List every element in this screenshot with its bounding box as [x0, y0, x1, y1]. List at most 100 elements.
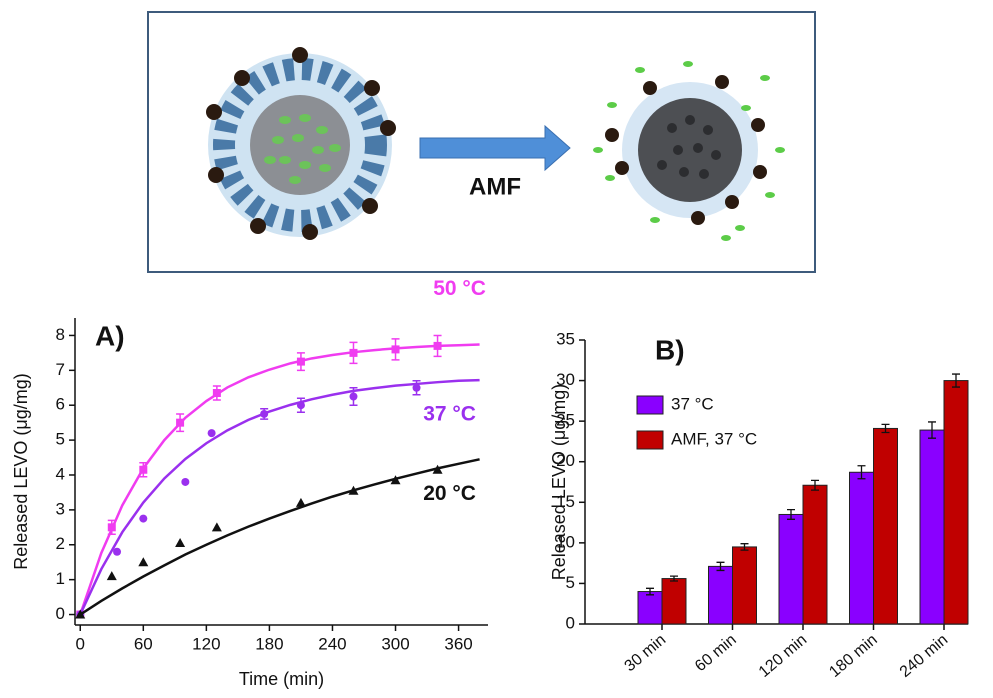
x-tick-label: 360 — [444, 634, 472, 653]
marker — [348, 485, 359, 495]
pores — [657, 115, 721, 179]
marker — [106, 571, 117, 581]
legend-swatch — [636, 395, 664, 415]
x-tick-label: 240 — [318, 634, 346, 653]
error-bar — [928, 421, 936, 439]
bar — [708, 565, 733, 625]
y-tick-label: 30 — [556, 370, 575, 389]
panel-label: A) — [95, 320, 125, 351]
y-tick-label: 5 — [56, 430, 65, 449]
x-tick-label: 0 — [76, 634, 85, 653]
polymer — [213, 58, 387, 232]
x-tick-label: 300 — [381, 634, 409, 653]
marker — [349, 348, 358, 357]
y-tick-label: 3 — [56, 499, 65, 518]
marker — [211, 522, 222, 532]
marker — [212, 389, 221, 398]
y-tick-label: 8 — [56, 325, 65, 344]
error-bar — [716, 561, 725, 572]
arrow-label: AMF — [469, 173, 521, 200]
legend-swatch — [636, 430, 664, 450]
drug — [264, 114, 341, 184]
marker — [349, 392, 358, 401]
marker — [296, 401, 305, 410]
error-bar — [811, 479, 819, 491]
nanoparticles — [206, 47, 396, 240]
y-tick-label: 5 — [566, 573, 575, 592]
marker — [432, 464, 443, 474]
fit-curve — [79, 378, 480, 616]
y-tick-label: 0 — [566, 613, 575, 632]
marker — [113, 547, 122, 556]
x-axis-title: Time (min) — [239, 669, 324, 689]
bar — [778, 513, 804, 625]
y-tick-label: 1 — [56, 569, 65, 588]
fit-curve — [79, 343, 480, 615]
legend-label: AMF, 37 °C — [671, 429, 757, 448]
x-tick-label: 30 min — [622, 631, 670, 675]
error-bar — [857, 465, 866, 480]
marker — [176, 418, 185, 427]
bar — [802, 484, 828, 625]
x-tick-label: 60 — [134, 634, 153, 653]
fit-curve — [79, 458, 480, 616]
series-label: 20 °C — [423, 482, 476, 505]
x-tick-label: 60 min — [692, 631, 740, 675]
marker — [296, 357, 305, 366]
marker — [260, 409, 269, 418]
bar — [919, 429, 945, 625]
series-label: 50 °C — [433, 277, 486, 300]
y-tick-label: 35 — [556, 329, 575, 348]
marker — [107, 523, 116, 532]
y-tick-label: 0 — [56, 604, 65, 623]
marker — [181, 477, 190, 486]
marker — [138, 557, 149, 567]
diagram: AMF — [147, 11, 816, 273]
error-bar — [670, 575, 678, 582]
marker — [75, 609, 86, 619]
y-tick-label: 25 — [556, 411, 575, 430]
error-bar — [740, 543, 749, 551]
y-tick-label: 20 — [556, 451, 575, 470]
error-bar — [787, 508, 795, 520]
arrow — [419, 124, 571, 172]
y-axis-title: Released LEVO (μg/mg) — [549, 384, 569, 580]
marker — [207, 429, 216, 438]
marker — [433, 341, 442, 350]
bar — [873, 427, 898, 625]
bar — [849, 471, 874, 625]
bar — [943, 380, 969, 625]
marker — [139, 514, 148, 523]
legend-label: 37 °C — [671, 394, 714, 413]
nanoparticles — [605, 75, 767, 225]
x-tick-label: 180 — [255, 634, 283, 653]
y-tick-label: 15 — [556, 492, 575, 511]
particle-loaded — [206, 47, 396, 240]
bar — [637, 591, 663, 625]
y-tick-label: 4 — [56, 464, 65, 483]
particle-released — [593, 61, 785, 241]
panel-label: B) — [655, 334, 685, 365]
error-bar — [646, 587, 654, 596]
marker — [295, 497, 306, 507]
x-tick-label: 240 min — [897, 631, 952, 681]
x-tick-label: 180 min — [826, 631, 881, 681]
x-tick-label: 120 min — [756, 631, 811, 681]
marker — [390, 475, 401, 485]
released-drug — [593, 61, 785, 241]
bar — [732, 546, 757, 625]
y-tick-label: 2 — [56, 534, 65, 553]
y-tick-label: 6 — [56, 395, 65, 414]
core — [638, 98, 742, 202]
marker — [391, 345, 400, 354]
bar — [661, 578, 687, 625]
error-bar — [952, 373, 960, 388]
marker — [175, 538, 186, 548]
error-bar — [881, 423, 890, 434]
marker — [139, 465, 148, 474]
x-tick-label: 120 — [192, 634, 220, 653]
y-tick-label: 7 — [56, 360, 65, 379]
y-tick-label: 10 — [556, 532, 575, 551]
marker — [412, 383, 421, 392]
